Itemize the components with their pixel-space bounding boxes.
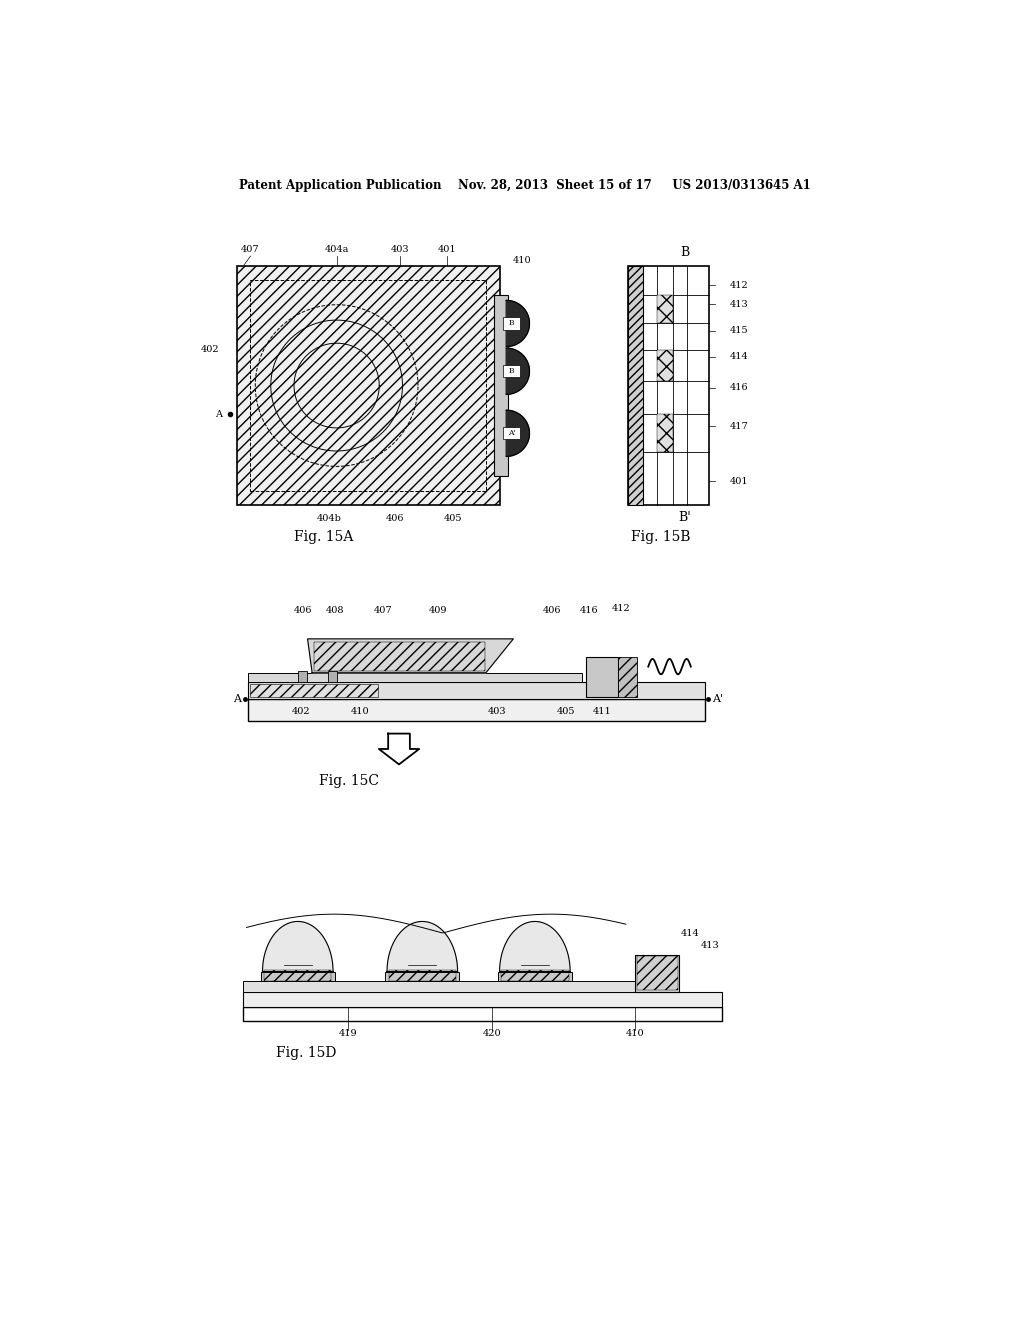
Text: 410: 410 bbox=[512, 256, 531, 264]
Bar bbox=[657, 414, 673, 453]
Text: 403: 403 bbox=[390, 244, 410, 253]
Text: 416: 416 bbox=[580, 606, 598, 615]
Bar bbox=[388, 970, 456, 981]
Text: 406: 406 bbox=[294, 606, 312, 615]
Polygon shape bbox=[387, 921, 458, 972]
Text: Fig. 15C: Fig. 15C bbox=[318, 775, 379, 788]
Polygon shape bbox=[506, 301, 529, 347]
Text: 408: 408 bbox=[326, 606, 344, 615]
Text: Fig. 15A: Fig. 15A bbox=[294, 531, 353, 544]
Bar bbox=[314, 642, 485, 671]
Text: 406: 406 bbox=[385, 515, 403, 523]
Text: 412: 412 bbox=[611, 603, 630, 612]
Text: 401: 401 bbox=[438, 244, 457, 253]
Text: A': A' bbox=[508, 429, 515, 437]
Bar bbox=[385, 972, 459, 981]
Text: 419: 419 bbox=[339, 1030, 357, 1039]
Text: 414: 414 bbox=[729, 352, 749, 362]
Polygon shape bbox=[262, 921, 333, 972]
Text: 401: 401 bbox=[729, 477, 748, 486]
Bar bbox=[237, 267, 500, 506]
Text: 410: 410 bbox=[626, 1030, 645, 1039]
Text: 417: 417 bbox=[729, 421, 749, 430]
Text: 412: 412 bbox=[729, 281, 749, 290]
Text: 415: 415 bbox=[729, 326, 748, 335]
Text: Patent Application Publication    Nov. 28, 2013  Sheet 15 of 17     US 2013/0313: Patent Application Publication Nov. 28, … bbox=[239, 178, 811, 191]
Text: 409: 409 bbox=[429, 606, 447, 615]
Text: 420: 420 bbox=[482, 1030, 501, 1039]
Bar bbox=[501, 970, 568, 981]
Bar bbox=[243, 981, 640, 991]
Bar bbox=[251, 280, 486, 491]
Text: 404a: 404a bbox=[325, 244, 349, 253]
Text: 407: 407 bbox=[374, 606, 392, 615]
Text: 407: 407 bbox=[241, 244, 260, 253]
Text: 413: 413 bbox=[700, 941, 719, 950]
Text: Fig. 15B: Fig. 15B bbox=[631, 531, 690, 544]
Bar bbox=[298, 671, 307, 682]
Text: A: A bbox=[233, 694, 242, 704]
Bar bbox=[250, 684, 378, 697]
Polygon shape bbox=[506, 348, 529, 395]
Text: 410: 410 bbox=[351, 706, 370, 715]
Bar bbox=[628, 267, 710, 506]
Bar bbox=[494, 294, 508, 477]
Text: 405: 405 bbox=[557, 706, 575, 715]
Text: B: B bbox=[680, 246, 689, 259]
Bar bbox=[248, 700, 706, 721]
Bar bbox=[261, 972, 335, 981]
Bar bbox=[243, 1007, 722, 1020]
Bar bbox=[503, 428, 520, 440]
Bar bbox=[636, 954, 679, 991]
Text: B: B bbox=[509, 319, 514, 327]
Bar bbox=[587, 656, 618, 697]
Text: 403: 403 bbox=[488, 706, 507, 715]
Bar bbox=[328, 671, 337, 682]
Bar bbox=[264, 970, 332, 981]
Bar bbox=[618, 656, 637, 697]
Text: B': B' bbox=[679, 511, 691, 524]
Text: 404b: 404b bbox=[316, 515, 341, 523]
Bar bbox=[248, 673, 582, 682]
Text: 405: 405 bbox=[443, 515, 462, 523]
Text: 406: 406 bbox=[543, 606, 561, 615]
Text: A': A' bbox=[713, 694, 723, 704]
Bar bbox=[243, 991, 722, 1007]
Polygon shape bbox=[500, 921, 570, 972]
Text: A: A bbox=[215, 409, 222, 418]
Polygon shape bbox=[379, 734, 419, 764]
Text: 416: 416 bbox=[729, 383, 748, 392]
Bar bbox=[503, 317, 520, 330]
Text: 402: 402 bbox=[201, 346, 219, 354]
Bar bbox=[637, 956, 678, 990]
Text: 411: 411 bbox=[593, 706, 612, 715]
Text: 414: 414 bbox=[681, 929, 699, 939]
Text: 413: 413 bbox=[729, 300, 749, 309]
Bar bbox=[248, 682, 706, 700]
Text: Fig. 15D: Fig. 15D bbox=[276, 1047, 337, 1060]
Polygon shape bbox=[506, 411, 529, 457]
Bar bbox=[657, 294, 673, 323]
Text: 402: 402 bbox=[292, 706, 310, 715]
Bar bbox=[503, 366, 520, 378]
Bar bbox=[498, 972, 571, 981]
Text: B: B bbox=[509, 367, 514, 375]
Bar bbox=[628, 267, 643, 506]
Bar bbox=[657, 350, 673, 380]
Polygon shape bbox=[307, 639, 513, 673]
